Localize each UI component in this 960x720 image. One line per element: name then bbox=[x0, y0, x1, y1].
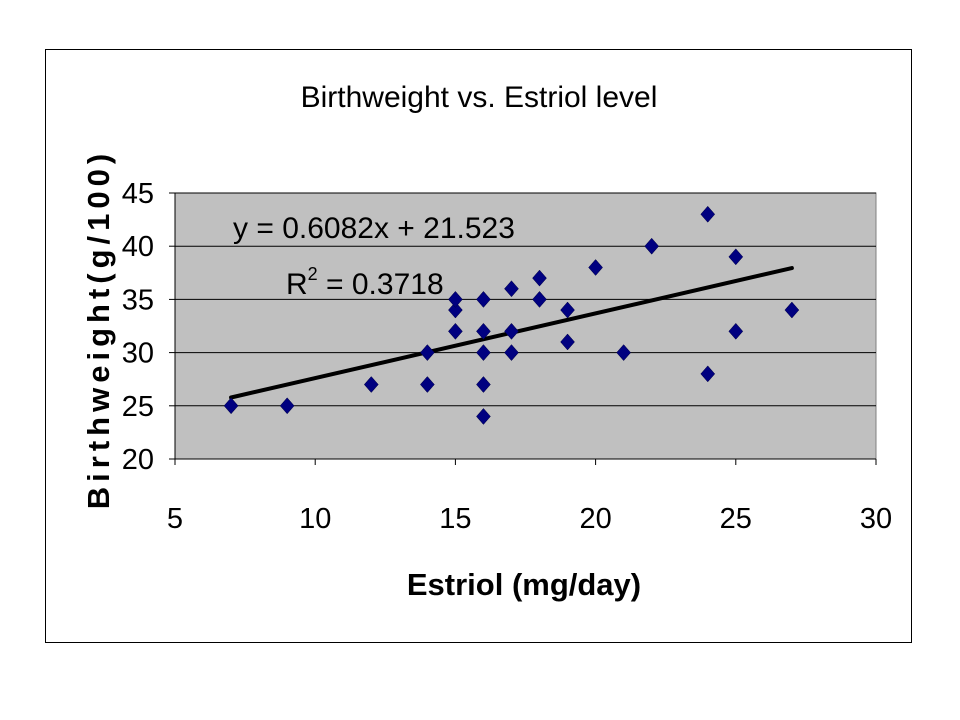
chart-title: Birthweight vs. Estriol level bbox=[301, 81, 658, 114]
r-squared-letter: R bbox=[286, 268, 308, 301]
plot-area bbox=[174, 192, 877, 460]
y-tick-label: 35 bbox=[122, 284, 154, 316]
data-point bbox=[476, 344, 491, 361]
data-point bbox=[420, 376, 435, 393]
x-tick-label: 30 bbox=[860, 503, 892, 535]
data-point bbox=[560, 301, 575, 319]
data-point bbox=[728, 248, 744, 266]
scatter-chart: Birthweight vs. Estriol level 5 10 15 20 25 3… bbox=[81, 81, 892, 602]
trendline-equation: y = 0.6082x + 21.523 bbox=[233, 212, 515, 245]
data-point bbox=[644, 237, 660, 255]
x-tick-label: 20 bbox=[579, 503, 611, 535]
data-point bbox=[700, 205, 716, 223]
data-point bbox=[588, 259, 603, 276]
chart-frame: Birthweight vs. Estriol level 5 10 15 20 25 3… bbox=[45, 49, 912, 643]
data-point bbox=[448, 291, 463, 308]
data-point bbox=[532, 291, 547, 308]
r-squared-value: = 0.3718 bbox=[318, 268, 444, 301]
data-point bbox=[504, 322, 519, 340]
x-tick-label: 15 bbox=[439, 503, 471, 535]
x-tick-label: 5 bbox=[167, 503, 183, 535]
x-tick-label: 25 bbox=[720, 503, 752, 535]
data-point bbox=[700, 365, 716, 383]
data-point bbox=[504, 344, 519, 361]
x-axis-label: Estriol (mg/day) bbox=[407, 567, 641, 602]
data-point bbox=[279, 397, 295, 415]
data-point bbox=[728, 322, 744, 340]
data-point bbox=[784, 301, 800, 319]
y-axis-label: Birthweight(g/100) bbox=[81, 149, 116, 509]
x-tick-label: 10 bbox=[299, 503, 331, 535]
r-squared-label: R2 = 0.3718 bbox=[286, 264, 444, 301]
y-tick-label: 45 bbox=[122, 178, 154, 210]
y-tick-label: 40 bbox=[122, 231, 154, 263]
data-point bbox=[448, 301, 463, 319]
data-point bbox=[504, 280, 519, 298]
data-point bbox=[560, 333, 575, 351]
y-tick-label: 30 bbox=[122, 338, 154, 370]
data-point bbox=[223, 397, 239, 415]
data-point bbox=[363, 376, 379, 393]
data-point bbox=[476, 408, 491, 425]
data-point bbox=[476, 376, 491, 393]
data-points bbox=[223, 205, 800, 425]
data-point bbox=[476, 322, 491, 340]
data-point bbox=[420, 344, 435, 361]
r-squared-superscript: 2 bbox=[308, 264, 318, 284]
data-point bbox=[616, 344, 631, 361]
y-tick-label: 25 bbox=[122, 391, 154, 423]
y-tick-label: 20 bbox=[122, 444, 154, 476]
axes: 5 10 15 20 25 30 20 25 30 35 40 45 bbox=[122, 178, 892, 535]
data-point bbox=[532, 269, 547, 287]
data-point bbox=[448, 322, 463, 340]
data-point bbox=[476, 291, 491, 308]
